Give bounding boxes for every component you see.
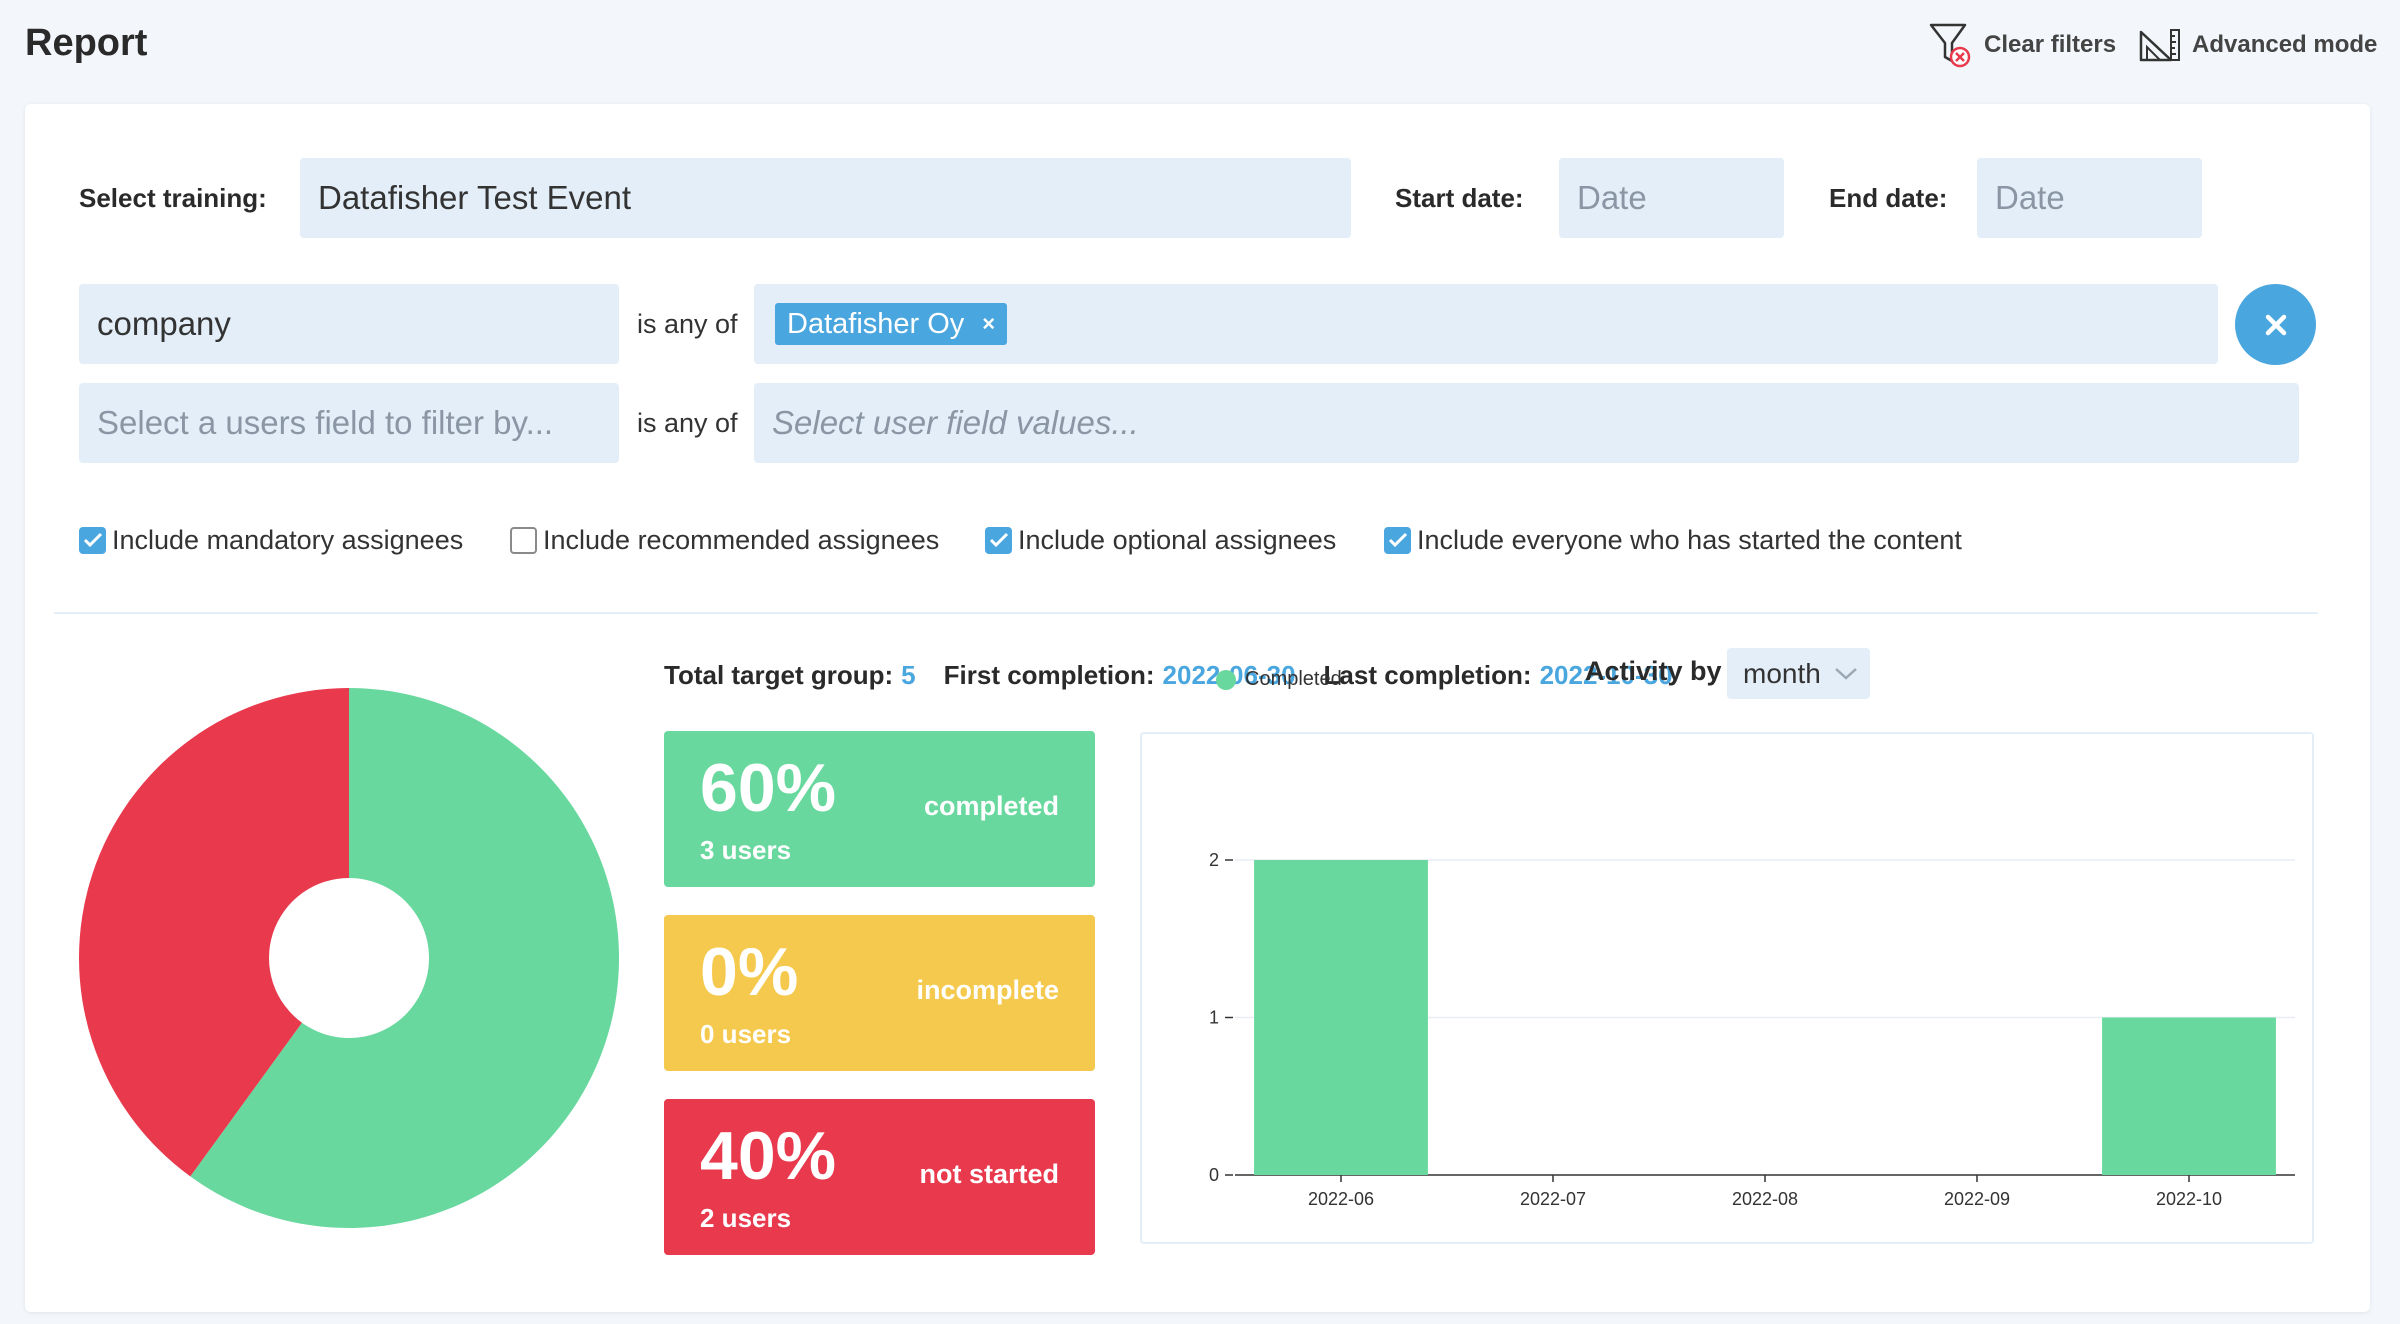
last-completion-label: Last completion:	[1323, 660, 1532, 690]
x-tick-label: 2022-08	[1732, 1189, 1798, 1209]
checkbox-recommended[interactable]: Include recommended assignees	[510, 520, 939, 560]
stat-not-started: 40% 2 users not started	[664, 1099, 1095, 1255]
activity-period-select[interactable]: month	[1727, 648, 1870, 699]
x-tick-label: 2022-09	[1944, 1189, 2010, 1209]
checkbox-label: Include mandatory assignees	[112, 524, 464, 555]
checkbox-optional[interactable]: Include optional assignees	[985, 520, 1336, 560]
legend-label: Completed	[1245, 668, 1342, 690]
checkbox-checked-icon[interactable]	[985, 526, 1012, 554]
checkbox-label: Include everyone who has started the con…	[1417, 524, 1962, 555]
select-training-label: Select training:	[79, 183, 267, 213]
stat-percent: 60%	[700, 750, 837, 826]
total-target-value: 5	[901, 660, 916, 690]
checkbox-started[interactable]: Include everyone who has started the con…	[1384, 520, 1962, 560]
pie-slice-completed	[190, 688, 620, 1228]
activity-bar-chart: 0 1 2 2022-06 2022-07 2022-08 2022-09 2022-10	[1209, 850, 2295, 1209]
last-completion-value: 2022-10-30	[1539, 660, 1673, 690]
checkbox-checked-icon[interactable]	[79, 526, 106, 554]
filter-value-chip: Datafisher Oy ×	[775, 303, 1008, 345]
user-field-select[interactable]: company	[79, 284, 619, 364]
stat-users: 0 users	[700, 1019, 792, 1049]
end-date-input[interactable]: Date	[1977, 158, 2202, 238]
x-tick-label: 2022-06	[1308, 1189, 1374, 1209]
top-bar: Report Clear filters Advanced mode	[0, 0, 2400, 96]
first-completion-label: First completion:	[943, 660, 1155, 690]
divider	[54, 612, 2318, 614]
stat-incomplete: 0% 0 users incomplete	[664, 915, 1095, 1071]
checkbox-label: Include optional assignees	[1018, 524, 1337, 555]
training-select[interactable]: Datafisher Test Event	[300, 158, 1351, 238]
checkbox-mandatory[interactable]: Include mandatory assignees	[79, 520, 463, 560]
start-date-label: Start date:	[1395, 183, 1524, 213]
chip-label: Datafisher Oy	[787, 307, 965, 340]
advanced-mode-label: Advanced mode	[2192, 31, 2378, 58]
user-field-select-empty[interactable]: Select a users field to filter by...	[79, 383, 619, 463]
completion-donut-chart	[79, 688, 620, 1228]
operator-label: is any of	[637, 309, 738, 339]
stat-percent: 0%	[700, 934, 799, 1010]
stat-state: completed	[923, 791, 1059, 821]
end-date-label: End date:	[1829, 183, 1948, 213]
advanced-mode-button[interactable]: Advanced mode	[2138, 20, 2377, 70]
y-tick-label: 2	[1209, 850, 1219, 870]
ruler-icon	[2139, 29, 2180, 62]
stat-completed: 60% 3 users completed	[664, 731, 1095, 887]
bar-2022-10	[2102, 1017, 2276, 1175]
x-tick-label: 2022-07	[1520, 1189, 1586, 1209]
stat-state: incomplete	[916, 975, 1059, 1005]
chip-remove-icon[interactable]: ×	[982, 311, 996, 336]
activity-period-value: month	[1743, 657, 1821, 689]
clear-filters-label: Clear filters	[1984, 31, 2117, 58]
page-title: Report	[25, 22, 148, 64]
remove-filter-button[interactable]	[2235, 284, 2316, 365]
chart-legend: Completed	[1216, 668, 1342, 691]
clear-filters-button[interactable]: Clear filters	[1928, 20, 2116, 70]
bar-2022-06	[1254, 860, 1428, 1175]
checkbox-checked-icon[interactable]	[1384, 526, 1411, 554]
close-icon	[2265, 314, 2286, 335]
filter-clear-icon	[1929, 23, 1971, 68]
y-tick-label: 0	[1209, 1165, 1219, 1185]
activity-by-label: Activity by	[1585, 656, 1722, 686]
legend-dot	[1216, 669, 1236, 690]
checkbox-label: Include recommended assignees	[543, 524, 940, 555]
stat-state: not started	[919, 1159, 1059, 1189]
x-tick-label: 2022-10	[2156, 1189, 2222, 1209]
chevron-down-icon	[1834, 667, 1857, 680]
stat-users: 2 users	[700, 1203, 792, 1233]
y-tick-label: 1	[1209, 1008, 1219, 1028]
total-target-label: Total target group:	[664, 660, 894, 690]
checkbox-unchecked-icon[interactable]	[510, 526, 537, 554]
stat-percent: 40%	[700, 1118, 837, 1194]
summary-line: Total target group: 5 First completion: …	[664, 660, 1701, 691]
start-date-input[interactable]: Date	[1559, 158, 1784, 238]
operator-label: is any of	[637, 408, 738, 438]
pie-slice-not-started	[79, 688, 349, 1177]
stat-users: 3 users	[700, 835, 792, 865]
user-field-values-input-empty[interactable]: Select user field values...	[754, 383, 2299, 463]
